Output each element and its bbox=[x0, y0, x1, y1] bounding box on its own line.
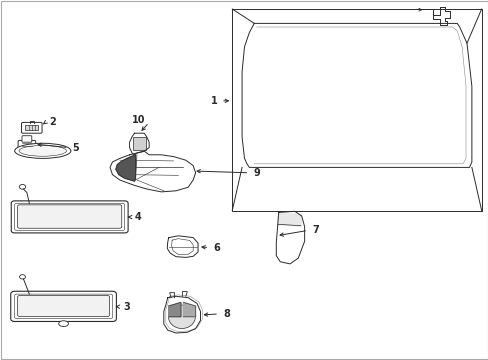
Ellipse shape bbox=[19, 184, 25, 189]
FancyBboxPatch shape bbox=[132, 137, 146, 150]
Text: 6: 6 bbox=[213, 243, 220, 253]
FancyBboxPatch shape bbox=[11, 291, 116, 321]
Polygon shape bbox=[163, 296, 200, 333]
FancyBboxPatch shape bbox=[21, 122, 42, 133]
Text: 1: 1 bbox=[210, 96, 217, 106]
Text: 8: 8 bbox=[223, 309, 229, 319]
Text: 9: 9 bbox=[253, 168, 260, 178]
Ellipse shape bbox=[19, 145, 66, 156]
Ellipse shape bbox=[15, 143, 71, 158]
Ellipse shape bbox=[20, 275, 25, 279]
Text: 3: 3 bbox=[123, 302, 130, 312]
FancyBboxPatch shape bbox=[18, 296, 109, 316]
FancyBboxPatch shape bbox=[18, 140, 36, 152]
Polygon shape bbox=[168, 302, 181, 317]
FancyBboxPatch shape bbox=[11, 201, 128, 233]
Text: 4: 4 bbox=[135, 212, 142, 222]
Text: 2: 2 bbox=[49, 117, 56, 127]
Text: 5: 5 bbox=[72, 143, 79, 153]
Ellipse shape bbox=[168, 305, 195, 328]
Text: 7: 7 bbox=[311, 225, 318, 235]
FancyBboxPatch shape bbox=[25, 125, 38, 130]
Polygon shape bbox=[183, 302, 195, 317]
Polygon shape bbox=[116, 155, 135, 181]
Text: 10: 10 bbox=[132, 114, 145, 125]
Ellipse shape bbox=[59, 321, 68, 327]
FancyBboxPatch shape bbox=[18, 205, 122, 228]
FancyBboxPatch shape bbox=[22, 136, 32, 142]
Ellipse shape bbox=[25, 147, 29, 150]
